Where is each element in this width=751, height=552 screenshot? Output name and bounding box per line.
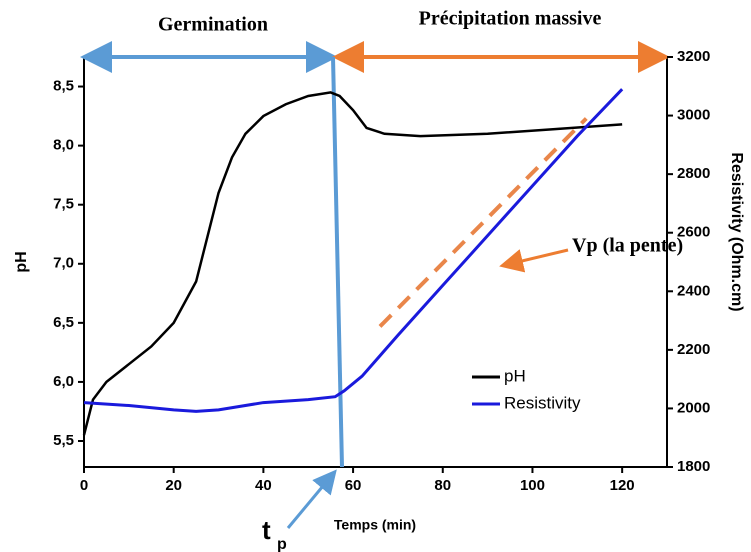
tp-arrow [286, 469, 337, 529]
x-tick-label: 20 [165, 477, 182, 494]
y-axis-label: pH [13, 251, 30, 272]
x-axis-label: Temps (min) [334, 517, 416, 533]
line-1 [83, 88, 624, 413]
line-0 [82, 91, 623, 436]
tp-label: t [262, 515, 271, 545]
y2-tick-label: 2600 [677, 224, 710, 241]
y-tick-label: 5,5 [53, 432, 74, 449]
precipitation-label: Précipitation massive [419, 8, 602, 30]
legend-label: Resistivity [504, 393, 581, 412]
germination-label: Germination [158, 14, 268, 36]
y-tick-label: 7,5 [53, 196, 74, 213]
y2-axis-label: Resistivity (Ohm.cm) [728, 152, 745, 311]
y2-tick-label: 3000 [677, 107, 710, 124]
y-tick-label: 6,0 [53, 373, 74, 390]
y-tick-label: 8,5 [53, 78, 74, 95]
slope-arrow [499, 248, 569, 273]
y2-tick-label: 3200 [677, 48, 710, 65]
x-tick-label: 80 [434, 477, 451, 494]
y2-tick-label: 2400 [677, 282, 710, 299]
y2-tick-label: 1800 [677, 458, 710, 475]
x-tick-label: 120 [610, 477, 635, 494]
y-tick-label: 7,0 [53, 255, 74, 272]
y2-tick-label: 2000 [677, 399, 710, 416]
x-tick-label: 60 [345, 477, 362, 494]
y2-tick-label: 2200 [677, 341, 710, 358]
axes-frame [83, 57, 668, 468]
y-tick-label: 6,5 [53, 314, 74, 331]
tp-line [331, 56, 344, 468]
slope-label: Vp (la pente) [572, 235, 683, 257]
x-tick-label: 0 [80, 477, 88, 494]
x-tick-label: 40 [255, 477, 272, 494]
y-tick-label: 8,0 [53, 137, 74, 154]
y2-tick-label: 2800 [677, 165, 710, 182]
fit-line [378, 117, 588, 328]
x-tick-label: 100 [520, 477, 545, 494]
tp-subscript: p [277, 536, 287, 552]
legend-label: pH [504, 366, 526, 385]
